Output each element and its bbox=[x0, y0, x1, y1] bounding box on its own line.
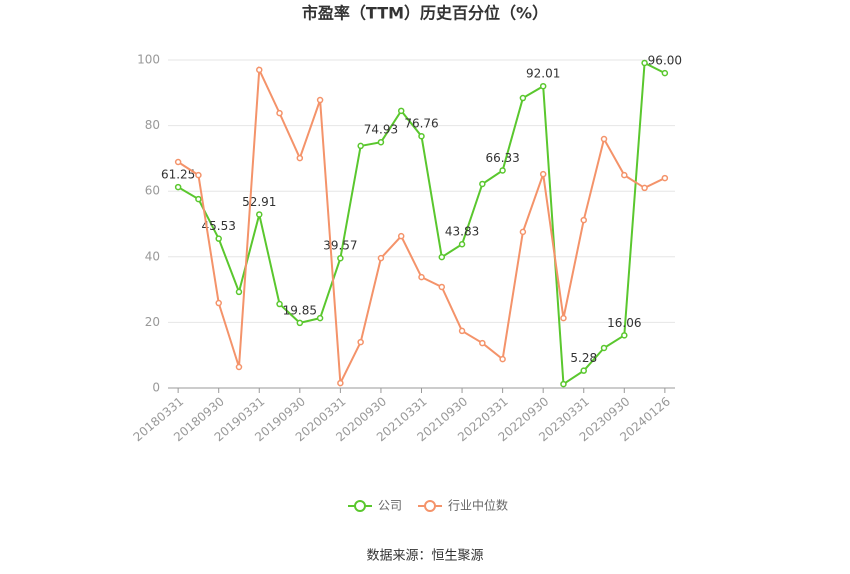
point bbox=[296, 154, 304, 162]
point bbox=[418, 273, 425, 281]
point bbox=[621, 171, 628, 179]
point bbox=[661, 69, 669, 77]
y-tick-label: 40 bbox=[145, 249, 160, 263]
point bbox=[479, 339, 486, 347]
point bbox=[174, 158, 182, 166]
point bbox=[195, 195, 202, 203]
point bbox=[539, 82, 547, 90]
point bbox=[499, 167, 506, 174]
y-tick-label: 0 bbox=[152, 381, 160, 395]
data-label: 39.57 bbox=[323, 239, 357, 253]
data-label: 16.06 bbox=[607, 316, 641, 330]
series-line bbox=[177, 61, 666, 386]
point bbox=[519, 228, 527, 236]
point bbox=[256, 66, 263, 74]
point bbox=[357, 142, 364, 150]
point bbox=[580, 216, 587, 224]
point bbox=[377, 254, 385, 262]
point bbox=[621, 332, 628, 339]
legend-label: 行业中位数 bbox=[448, 498, 508, 513]
data-label: 43.83 bbox=[445, 225, 479, 239]
point bbox=[174, 183, 182, 191]
point bbox=[560, 314, 567, 322]
legend-marker bbox=[354, 500, 366, 512]
chart-title: 市盈率（TTM）历史百分位（%） bbox=[302, 4, 548, 23]
point bbox=[438, 253, 446, 261]
point bbox=[256, 211, 263, 218]
data-label: 45.53 bbox=[202, 219, 236, 233]
y-tick-label: 20 bbox=[145, 315, 160, 329]
point bbox=[195, 171, 202, 179]
point bbox=[215, 235, 222, 242]
point bbox=[418, 132, 425, 140]
point bbox=[641, 184, 648, 192]
point bbox=[316, 96, 324, 104]
point bbox=[458, 327, 466, 335]
point bbox=[519, 94, 527, 102]
point bbox=[357, 338, 364, 346]
data-label: 66.33 bbox=[485, 151, 519, 165]
point bbox=[458, 240, 466, 248]
point bbox=[337, 254, 344, 262]
point bbox=[397, 232, 405, 240]
data-label: 76.76 bbox=[404, 117, 438, 131]
point bbox=[499, 355, 506, 363]
legend-marker bbox=[424, 500, 437, 512]
y-tick-label: 80 bbox=[145, 118, 160, 132]
point bbox=[479, 180, 486, 188]
data-label: 96.00 bbox=[648, 54, 682, 68]
y-tick-label: 100 bbox=[137, 53, 160, 67]
point bbox=[580, 367, 587, 374]
y-tick-label: 60 bbox=[145, 184, 160, 198]
point bbox=[337, 379, 344, 387]
point bbox=[235, 363, 243, 371]
data-label: 92.01 bbox=[526, 67, 560, 81]
point bbox=[539, 170, 547, 178]
data-label: 52.91 bbox=[242, 195, 276, 209]
point bbox=[600, 135, 608, 143]
data-label: 61.25 bbox=[161, 168, 195, 182]
point bbox=[560, 380, 567, 388]
point bbox=[397, 107, 405, 115]
point bbox=[641, 59, 648, 67]
data-label: 5.28 bbox=[570, 351, 597, 365]
point bbox=[316, 314, 324, 322]
point bbox=[438, 283, 446, 291]
point bbox=[235, 288, 243, 296]
data-label: 19.85 bbox=[283, 303, 317, 317]
source: 数据来源：恒生聚源 bbox=[366, 549, 483, 564]
point bbox=[276, 300, 283, 308]
data-label: 74.93 bbox=[364, 123, 398, 137]
point bbox=[661, 174, 669, 182]
legend-label: 公司 bbox=[378, 499, 402, 513]
point bbox=[377, 138, 385, 146]
point bbox=[600, 344, 608, 352]
point bbox=[276, 109, 283, 117]
point bbox=[215, 299, 222, 307]
point bbox=[296, 319, 304, 327]
